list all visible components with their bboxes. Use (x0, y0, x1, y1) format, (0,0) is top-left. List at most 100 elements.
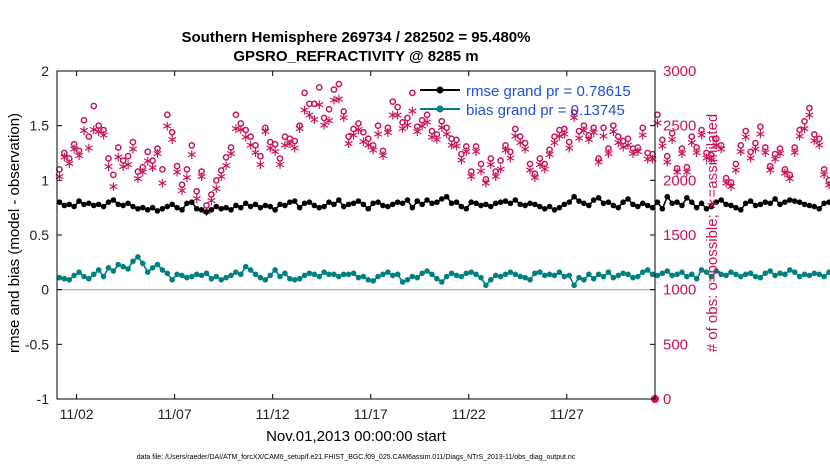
assimilated-obs-point: ∗ (313, 97, 325, 113)
bias-point (708, 273, 715, 280)
assimilated-obs-point: ∗ (784, 171, 796, 187)
y-right-tick-label: 500 (663, 336, 688, 353)
assimilated-obs-point: ∗ (568, 110, 580, 126)
rmse-point (438, 196, 445, 202)
possible-obs-point (409, 89, 416, 97)
rmse-point (370, 200, 376, 207)
rmse-point (576, 198, 582, 204)
bias-point (218, 277, 225, 283)
bias-point (110, 268, 117, 274)
possible-obs-point (609, 122, 617, 130)
assimilated-obs-point: ∗ (407, 103, 419, 119)
rmse-point (100, 203, 107, 210)
possible-obs-point (732, 160, 740, 168)
possible-obs-point (310, 100, 318, 108)
assimilated-obs-point: ∗ (578, 123, 590, 139)
possible-obs-point (178, 181, 186, 189)
possible-obs-point (399, 119, 406, 126)
legend-rmse-marker (436, 86, 444, 94)
possible-obs-point (325, 105, 333, 113)
rmse-point (703, 205, 710, 212)
bias-point (497, 273, 504, 280)
bias-point (81, 273, 87, 280)
rmse-point (492, 200, 499, 207)
possible-obs-point (193, 187, 201, 195)
assimilated-obs-point: ∗ (284, 136, 296, 152)
assimilated-obs-point: ∗ (519, 142, 531, 158)
bias-point (159, 267, 166, 273)
possible-obs-point (335, 80, 343, 88)
bias-point (61, 275, 68, 282)
possible-obs-point (188, 141, 196, 149)
bias-point (233, 269, 239, 275)
rmse-point (811, 203, 818, 210)
assimilated-obs-point: ∗ (98, 127, 110, 143)
bias-point (566, 272, 573, 279)
plot-frame (56, 70, 656, 400)
rmse-point (81, 201, 87, 208)
possible-obs-point (159, 166, 166, 173)
assimilated-obs-point: ∗ (612, 135, 624, 151)
possible-obs-point (531, 170, 539, 178)
possible-obs-point (418, 116, 426, 124)
bias-point (448, 270, 455, 277)
assimilated-obs-point: ∗ (480, 176, 492, 192)
y-right-tick-label: 3000 (663, 63, 696, 80)
rmse-point (630, 201, 636, 208)
rmse-point (149, 204, 156, 211)
assimilated-obs-point: ∗ (456, 153, 468, 169)
possible-obs-point (276, 155, 284, 162)
rmse-point (61, 202, 68, 209)
possible-obs-point (507, 148, 514, 156)
possible-obs-point (75, 147, 83, 155)
rmse-point (360, 201, 367, 208)
bias-point (100, 273, 107, 280)
bias-point (723, 272, 729, 279)
assimilated-obs-point: ∗ (764, 162, 776, 178)
rmse-point (762, 199, 769, 205)
possible-obs-point (384, 124, 392, 132)
rmse-point (561, 201, 568, 208)
possible-obs-point (482, 175, 490, 183)
bias-point (86, 275, 92, 282)
possible-obs-point (717, 141, 725, 149)
rmse-point (316, 204, 323, 211)
rmse-point (76, 198, 82, 204)
bias-point (291, 277, 298, 283)
assimilated-obs-point: ∗ (392, 108, 404, 124)
rmse-point (154, 208, 161, 214)
possible-obs-point (433, 131, 441, 138)
plot-area (57, 71, 655, 399)
rmse-point (252, 201, 259, 208)
rmse-point (350, 200, 357, 207)
assimilated-obs-point: ∗ (671, 165, 683, 181)
rmse-point (605, 199, 612, 205)
rmse-point (203, 209, 210, 215)
rmse-point (223, 204, 229, 211)
assimilated-obs-point: ∗ (279, 137, 291, 153)
assimilated-obs-point: ∗ (88, 122, 100, 138)
bias-point (311, 271, 318, 278)
assimilated-obs-point: ∗ (186, 147, 198, 163)
bias-point (801, 271, 808, 278)
assimilated-obs-point: ∗ (421, 114, 433, 130)
assimilated-obs-point: ∗ (152, 146, 164, 162)
assimilated-obs-point: ∗ (416, 119, 428, 135)
bias-point (130, 258, 136, 265)
possible-obs-point (820, 166, 828, 173)
bias-point (556, 269, 563, 275)
possible-obs-point (536, 155, 544, 162)
assimilated-obs-point: ∗ (78, 123, 90, 139)
assimilated-obs-point: ∗ (215, 169, 227, 185)
assimilated-obs-point: ∗ (353, 122, 365, 138)
rmse-point (635, 203, 641, 210)
possible-obs-point (605, 145, 612, 152)
possible-obs-point (521, 139, 529, 147)
assimilated-obs-point: ∗ (235, 122, 247, 138)
bias-point (203, 270, 210, 277)
assimilated-obs-point: ∗ (397, 121, 409, 137)
bias-point (752, 273, 759, 280)
assimilated-obs-point: ∗ (54, 169, 66, 185)
rmse-point (816, 205, 823, 212)
rmse-point (752, 202, 759, 209)
